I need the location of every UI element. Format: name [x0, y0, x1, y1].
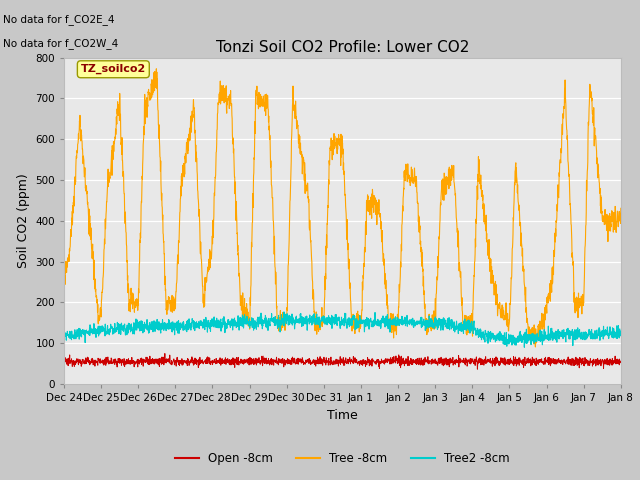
Legend: Open -8cm, Tree -8cm, Tree2 -8cm: Open -8cm, Tree -8cm, Tree2 -8cm	[170, 447, 515, 469]
Tree2 -8cm	[371, 316, 379, 322]
Tree2 -8cm	[568, 330, 576, 336]
Tree -8cm	[617, 205, 625, 211]
Tree -8cm	[216, 99, 223, 105]
Open -8cm	[60, 359, 68, 365]
Open -8cm	[568, 356, 576, 361]
Open -8cm	[161, 351, 169, 357]
Open -8cm	[505, 359, 513, 365]
Text: No data for f_CO2E_4: No data for f_CO2E_4	[3, 14, 115, 25]
Tree -8cm	[504, 327, 512, 333]
Line: Tree -8cm: Tree -8cm	[64, 69, 621, 347]
Tree2 -8cm	[60, 330, 68, 336]
Tree -8cm	[371, 200, 379, 206]
Tree -8cm	[568, 254, 576, 260]
Tree2 -8cm	[280, 309, 288, 315]
Y-axis label: Soil CO2 (ppm): Soil CO2 (ppm)	[17, 173, 30, 268]
Tree2 -8cm	[216, 318, 223, 324]
Line: Open -8cm: Open -8cm	[64, 354, 621, 369]
Tree -8cm	[359, 287, 367, 293]
Text: No data for f_CO2W_4: No data for f_CO2W_4	[3, 38, 118, 49]
Open -8cm	[216, 357, 223, 362]
Tree -8cm	[152, 66, 160, 72]
Tree2 -8cm	[359, 321, 367, 326]
Open -8cm	[584, 360, 591, 366]
Title: Tonzi Soil CO2 Profile: Lower CO2: Tonzi Soil CO2 Profile: Lower CO2	[216, 40, 469, 55]
Tree2 -8cm	[520, 344, 528, 350]
Open -8cm	[617, 360, 625, 366]
Open -8cm	[474, 366, 481, 372]
Tree -8cm	[532, 344, 540, 350]
Tree -8cm	[584, 166, 591, 172]
Open -8cm	[371, 359, 379, 365]
Text: TZ_soilco2: TZ_soilco2	[81, 64, 146, 74]
Tree2 -8cm	[584, 334, 591, 339]
Line: Tree2 -8cm: Tree2 -8cm	[64, 312, 621, 347]
Tree2 -8cm	[504, 341, 512, 347]
X-axis label: Time: Time	[327, 408, 358, 421]
Open -8cm	[359, 362, 367, 368]
Tree -8cm	[60, 277, 68, 283]
Tree2 -8cm	[617, 332, 625, 337]
